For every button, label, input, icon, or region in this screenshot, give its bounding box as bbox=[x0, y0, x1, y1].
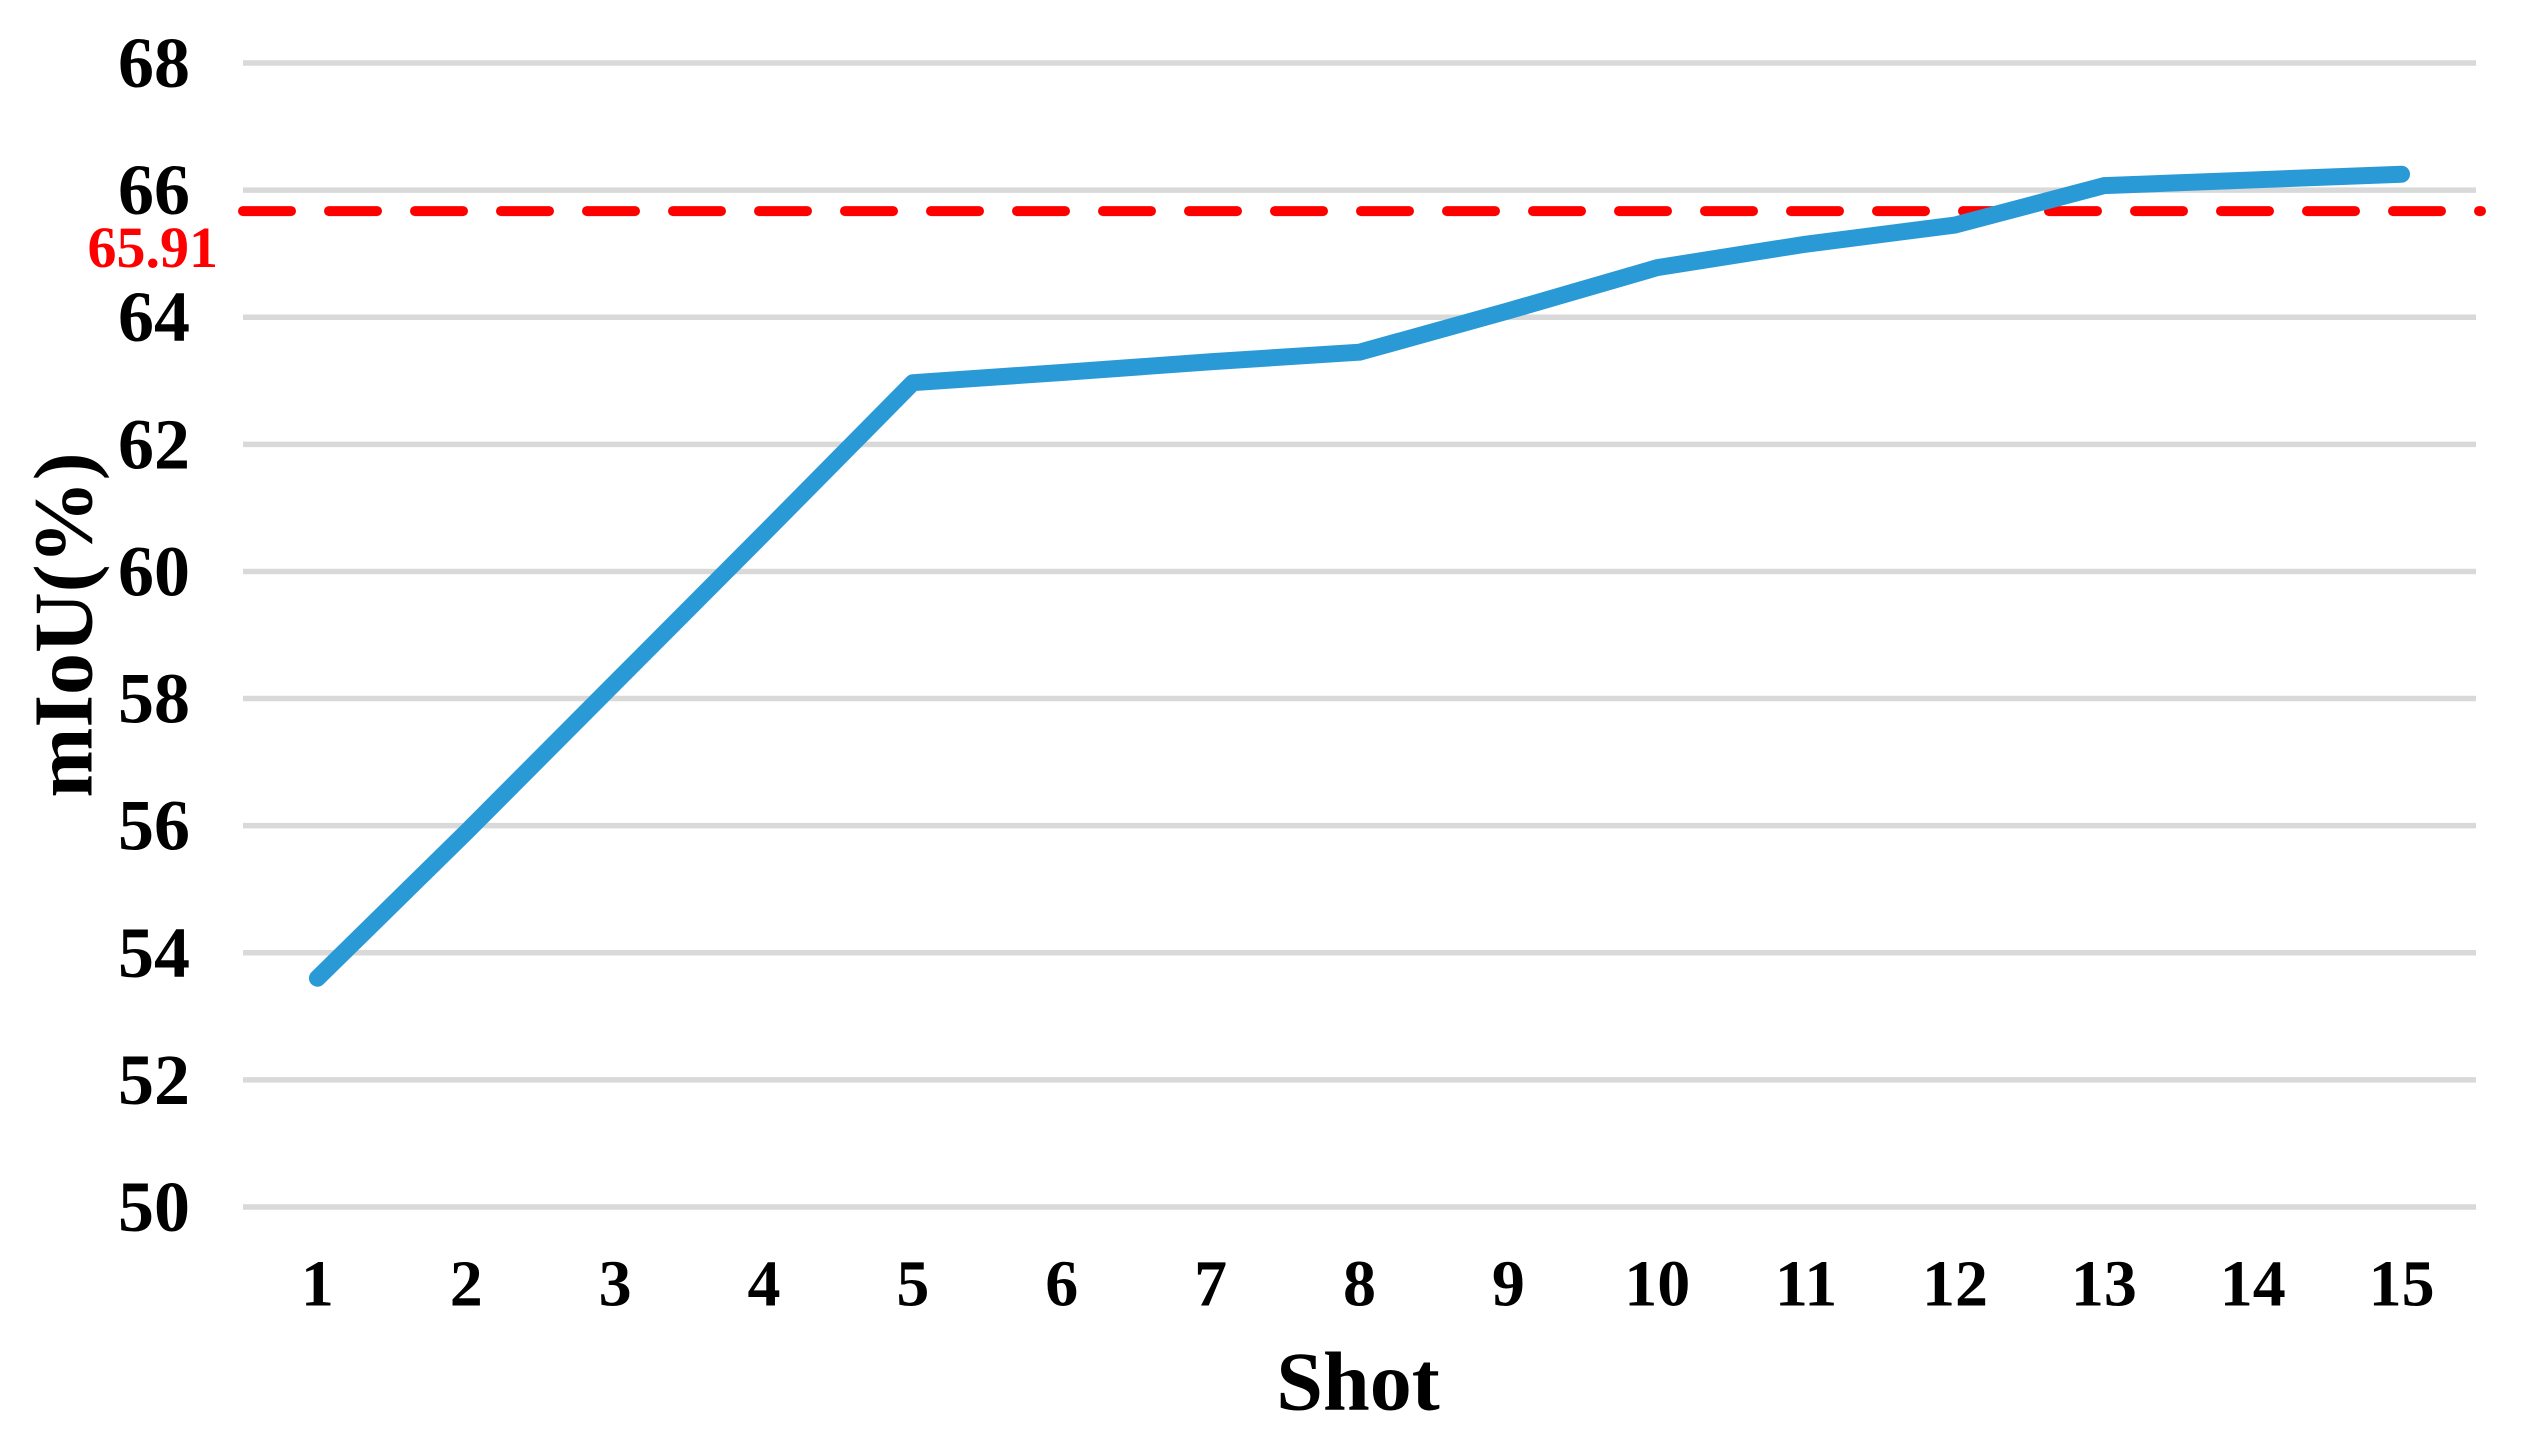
y-tick-label: 50 bbox=[118, 1167, 190, 1247]
y-tick-label: 62 bbox=[118, 404, 190, 484]
x-axis-title: Shot bbox=[1276, 1335, 1440, 1429]
x-tick-label: 14 bbox=[2220, 1248, 2286, 1321]
x-tick-label: 9 bbox=[1492, 1248, 1525, 1321]
x-tick-label: 12 bbox=[1922, 1248, 1988, 1321]
y-tick-label: 54 bbox=[118, 913, 190, 993]
x-tick-label: 7 bbox=[1194, 1248, 1227, 1321]
y-tick-label: 64 bbox=[118, 277, 190, 357]
reference-value-label: 65.91 bbox=[87, 215, 219, 280]
x-tick-label: 13 bbox=[2071, 1248, 2137, 1321]
y-axis-title: mIoU(%) bbox=[17, 452, 111, 798]
y-tick-label: 60 bbox=[118, 531, 190, 611]
y-tick-label: 68 bbox=[118, 23, 190, 103]
x-tick-label: 4 bbox=[748, 1248, 781, 1321]
x-tick-label: 8 bbox=[1343, 1248, 1376, 1321]
miou-series-line bbox=[308, 165, 2411, 987]
x-tick-label: 6 bbox=[1045, 1248, 1078, 1321]
y-tick-label: 56 bbox=[118, 786, 190, 866]
x-tick-label: 1 bbox=[301, 1248, 334, 1321]
x-tick-label: 2 bbox=[450, 1248, 483, 1321]
x-tick-label: 11 bbox=[1775, 1248, 1837, 1321]
y-tick-label: 58 bbox=[118, 659, 190, 739]
x-tick-label: 15 bbox=[2369, 1248, 2435, 1321]
x-tick-label: 3 bbox=[599, 1248, 632, 1321]
x-tick-label: 10 bbox=[1624, 1248, 1690, 1321]
x-tick-label: 5 bbox=[896, 1248, 929, 1321]
y-tick-label: 52 bbox=[118, 1040, 190, 1120]
y-tick-label: 66 bbox=[118, 150, 190, 230]
